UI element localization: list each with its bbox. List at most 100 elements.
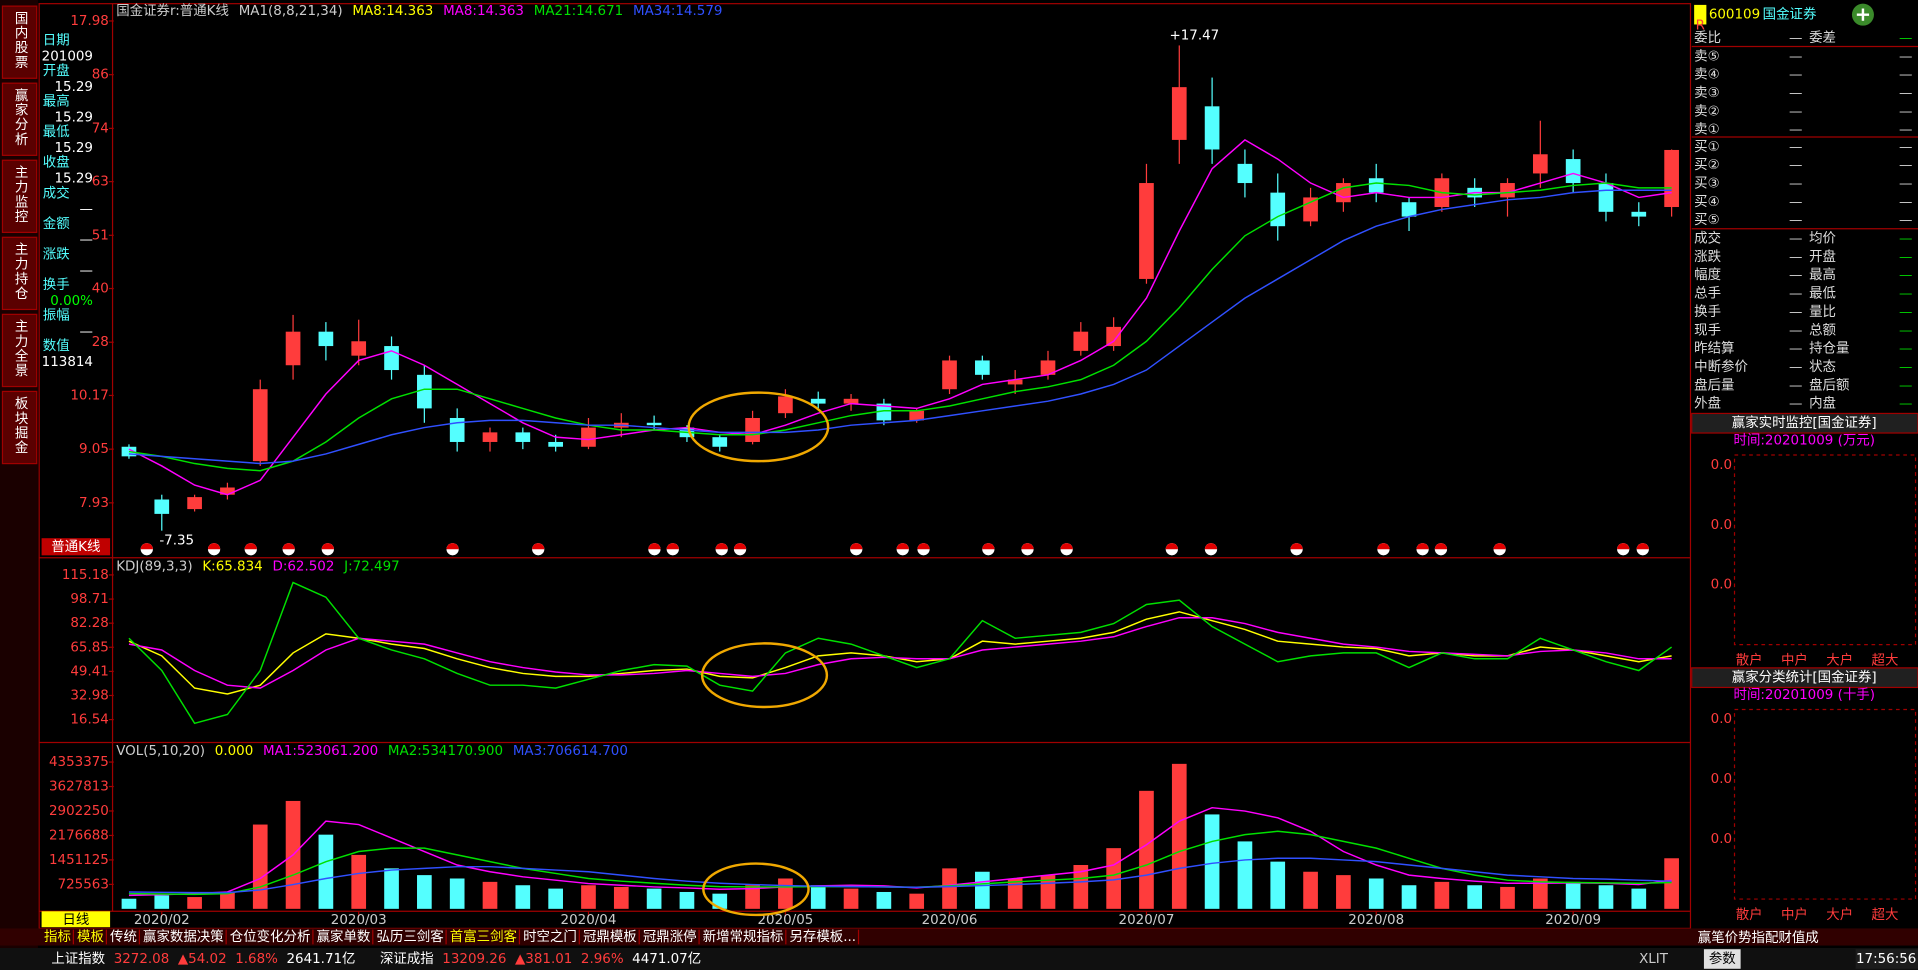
tab[interactable]: 冠鼎模板	[583, 929, 637, 945]
quote-value: —	[1899, 323, 1912, 338]
volume-bar	[909, 893, 925, 909]
quote-value: —	[1789, 213, 1802, 228]
candle-body	[1007, 379, 1023, 385]
tab[interactable]: 赢家数据决策	[143, 928, 224, 945]
y-tick-label: 17.98	[70, 14, 108, 29]
candle-body	[187, 497, 202, 510]
y-tick-label: 7.93	[79, 496, 109, 511]
info-label: 成交	[43, 184, 70, 201]
y-tick-label: 63	[92, 175, 109, 190]
status-item: 深证成指	[380, 951, 434, 967]
quote-value: —	[1899, 68, 1912, 83]
tab-bg	[1, 236, 38, 311]
sidebar-tab[interactable]: 赢家分析	[1, 82, 38, 156]
info-value: 15.29	[54, 80, 92, 95]
monitor-box	[1733, 454, 1917, 646]
tab[interactable]: 指标	[44, 929, 71, 945]
monitor-title: 赢家实时监控[国金证券]	[1732, 414, 1877, 431]
y-tick-label: 32.98	[70, 688, 108, 703]
volume-bar	[1007, 878, 1023, 909]
status-item: 2.96%	[581, 952, 624, 967]
clock: 17:56:56	[1856, 952, 1916, 967]
volume-bar	[1664, 858, 1679, 909]
volume-bar	[449, 878, 465, 909]
monitor-scale: 0.0	[1711, 518, 1732, 533]
volume-bar	[1204, 814, 1220, 909]
info-label: 振幅	[43, 308, 70, 324]
quote-label: 状态	[1809, 359, 1836, 375]
y-tick-label: 10.17	[70, 388, 108, 403]
quote-label: 盘后额	[1809, 376, 1850, 393]
event-icon	[1204, 543, 1218, 550]
quote-label: 委比	[1694, 30, 1721, 46]
sidebar-tab[interactable]: 板块掘金	[1, 390, 38, 465]
tab[interactable]: 弘历三剑客	[376, 928, 443, 945]
volume-bar	[810, 885, 826, 909]
y-tick-label: 115.18	[62, 568, 109, 583]
monitor-scale: 0.0	[1711, 712, 1732, 727]
sidebar-tab[interactable]: 国内股票	[1, 5, 38, 79]
info-value: 201009	[42, 49, 93, 64]
tab[interactable]: 模板	[77, 929, 104, 945]
info-label: 涨跌	[43, 246, 70, 262]
volume-bar	[876, 891, 892, 909]
status-item: ▲381.01	[515, 952, 572, 967]
monitor-label: 大户	[1826, 652, 1853, 669]
event-icon	[1493, 543, 1506, 550]
quote-label: 内盘	[1809, 395, 1836, 412]
volume-bar	[745, 885, 760, 909]
tab[interactable]: 冠鼎涨停	[643, 928, 697, 945]
volume-bar	[843, 888, 859, 909]
tab[interactable]: 另存模板...	[789, 929, 856, 945]
tab[interactable]: 仓位变化分析	[230, 929, 311, 945]
volume-bar	[1565, 881, 1581, 909]
quote-label: 买①	[1694, 139, 1719, 155]
params-button[interactable]	[1703, 949, 1741, 969]
y-tick-label: 16.54	[70, 713, 108, 728]
tab[interactable]: 首富三剑客	[450, 928, 517, 945]
quote-label: 成交	[1694, 230, 1721, 247]
candle-body	[1532, 154, 1548, 174]
tab-bar	[0, 928, 1918, 946]
highlight-ellipse	[700, 642, 829, 709]
status-item: 13209.26	[442, 952, 506, 967]
tab-label: 主力持仓	[12, 242, 29, 301]
info-value: 15.29	[54, 172, 92, 187]
volume-bar	[121, 898, 137, 909]
candle-body	[810, 398, 826, 404]
candle-body	[121, 446, 137, 457]
tab-label: 主力全景	[12, 319, 29, 378]
y-tick-label: 9.05	[79, 442, 109, 457]
indicator-line	[128, 581, 1673, 725]
indicator-line	[128, 857, 1672, 894]
quote-label: 买⑤	[1694, 212, 1719, 228]
quote-label: 盘后量	[1694, 376, 1734, 393]
volume-bar	[778, 878, 793, 909]
quote-label: 委差	[1809, 30, 1836, 46]
y-tick-label: 74	[92, 121, 109, 136]
chart-label: 普通K线	[51, 539, 100, 555]
quote-label: 换手	[1694, 304, 1721, 320]
x-tick-label: 2020/03	[331, 913, 387, 928]
candle-body	[417, 374, 432, 409]
tab[interactable]: 赢家单数	[317, 928, 371, 945]
info-value: 113814	[42, 355, 93, 370]
quote-label: 幅度	[1694, 267, 1721, 283]
tab[interactable]: 时空之门	[523, 929, 577, 945]
candle-body	[712, 437, 728, 447]
info-value: —	[80, 263, 93, 278]
quote-value: —	[1899, 158, 1912, 173]
candle-body	[351, 341, 367, 356]
quote-label: 量比	[1809, 304, 1836, 320]
sidebar-tab[interactable]: 主力监控	[1, 159, 38, 234]
tab-label: 赢家分析	[12, 87, 29, 147]
sidebar-tab[interactable]: 主力全景	[1, 313, 38, 388]
extreme-label: +17.47	[1169, 29, 1219, 44]
sidebar-tab[interactable]: 主力持仓	[1, 236, 38, 311]
candle-body	[515, 432, 531, 442]
tab[interactable]: 新增常规指标	[703, 929, 784, 945]
monitor-label: 散户	[1736, 652, 1763, 669]
candle-body	[1401, 202, 1417, 217]
volume-bar	[482, 881, 498, 909]
tab[interactable]: 传统	[110, 929, 137, 945]
